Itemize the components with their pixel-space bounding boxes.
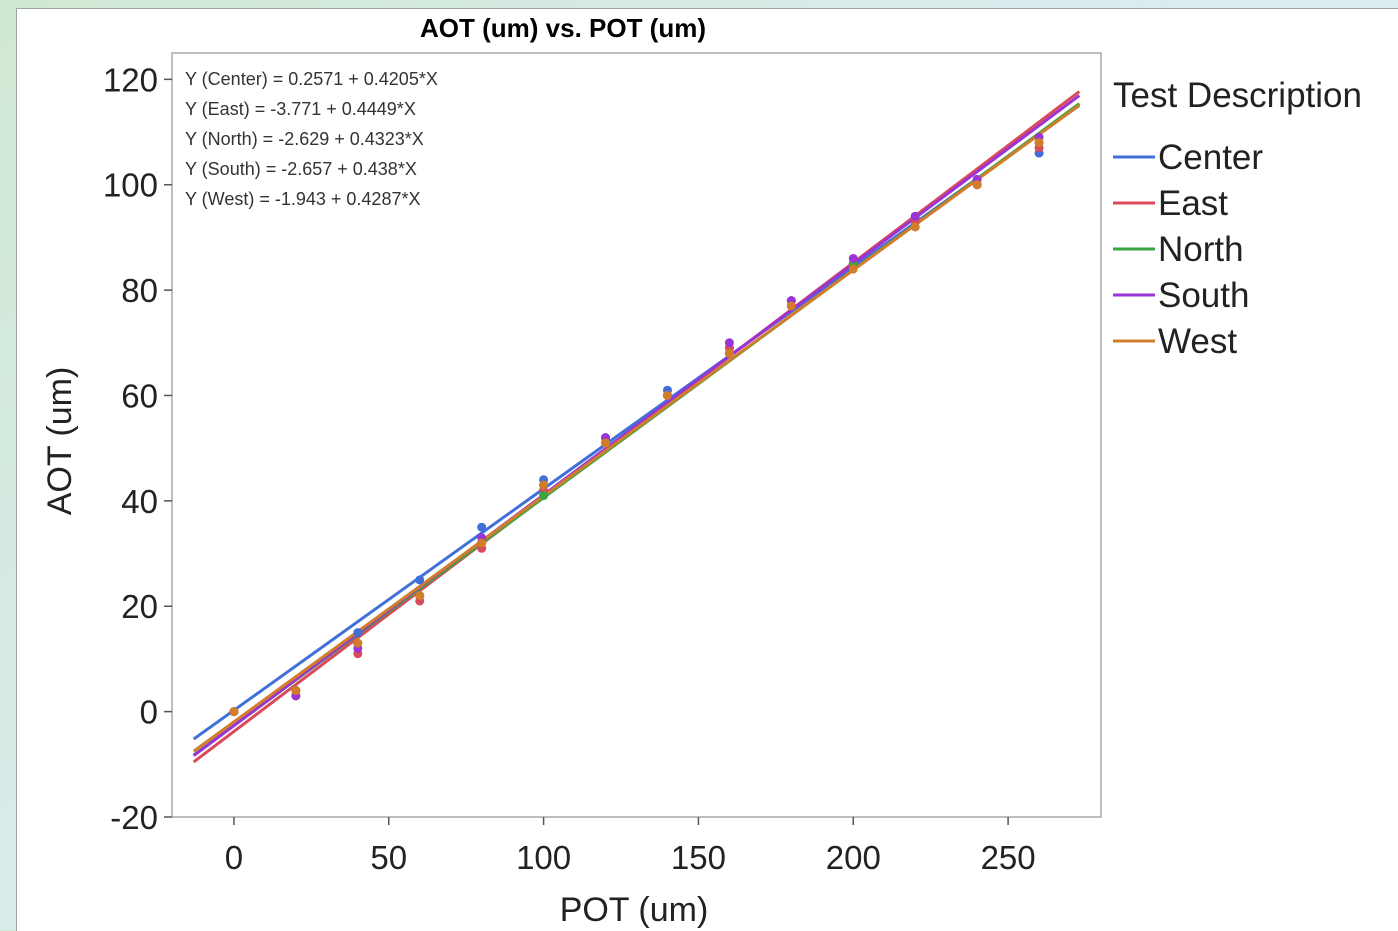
legend-label-east: East (1158, 184, 1228, 223)
data-point-south (724, 338, 734, 348)
fit-line-south (192, 94, 1081, 757)
data-point-west (291, 686, 301, 696)
data-point-south (848, 253, 858, 263)
data-point-west (539, 480, 549, 490)
data-point-center (477, 522, 487, 532)
data-point-west (724, 348, 734, 358)
data-point-west (910, 222, 920, 232)
data-point-west (848, 264, 858, 274)
legend: Test Description Center East North South Wes… (1113, 76, 1362, 361)
data-point-center (353, 628, 363, 638)
x-tick-label: 200 (826, 839, 881, 876)
y-tick-label: 80 (121, 272, 158, 309)
legend-label-south: South (1158, 276, 1249, 315)
x-axis-title: POT (um) (560, 891, 709, 929)
legend-title: Test Description (1113, 76, 1362, 115)
fit-equation: Y (North) = -2.629 + 0.4323*X (185, 129, 424, 149)
legend-label-center: Center (1158, 138, 1263, 177)
x-tick-label: 250 (981, 839, 1036, 876)
data-point-west (415, 591, 425, 601)
y-tick-label: -20 (110, 799, 158, 836)
fit-equation: Y (West) = -1.943 + 0.4287*X (185, 189, 420, 209)
equations-layer: Y (Center) = 0.2571 + 0.4205*X Y (East) =… (185, 69, 438, 209)
y-axis-title: AOT (um) (41, 367, 79, 516)
chart-title: AOT (um) vs. POT (um) (420, 13, 706, 43)
x-tick-label: 150 (671, 839, 726, 876)
fit-lines-layer (192, 90, 1081, 764)
data-point-south (910, 211, 920, 221)
data-point-west (662, 390, 672, 400)
data-point-west (601, 438, 611, 448)
x-tick-label: 0 (225, 839, 243, 876)
y-tick-label: 120 (103, 61, 158, 98)
y-tick-label: 0 (140, 694, 158, 731)
x-tick-label: 100 (516, 839, 571, 876)
fit-equation: Y (East) = -3.771 + 0.4449*X (185, 99, 416, 119)
chart-svg: AOT (um) vs. POT (um) 0 50 100 150 200 250-20… (41, 13, 1362, 929)
data-point-north (539, 491, 549, 501)
fit-equation: Y (South) = -2.657 + 0.438*X (185, 159, 417, 179)
data-point-west (972, 180, 982, 190)
legend-label-west: West (1158, 322, 1237, 361)
axes-layer: 0 50 100 150 200 250 -20 0 20 40 60 80 100 120 (103, 61, 1036, 876)
y-tick-label: 40 (121, 483, 158, 520)
chart-panel: AOT (um) vs. POT (um) 0 50 100 150 200 250 -20… (16, 8, 1398, 931)
points-layer (229, 132, 1044, 717)
y-tick-label: 100 (103, 167, 158, 204)
data-point-center (415, 575, 425, 585)
plot-frame (171, 52, 1102, 818)
y-tick-label: 60 (121, 377, 158, 414)
data-point-west (786, 301, 796, 311)
x-tick-label: 50 (370, 839, 407, 876)
y-tick-label: 20 (121, 588, 158, 625)
legend-label-north: North (1158, 230, 1244, 269)
fit-line-west (192, 103, 1081, 753)
data-point-west (477, 538, 487, 548)
data-point-west (229, 707, 239, 717)
fit-equation: Y (Center) = 0.2571 + 0.4205*X (185, 69, 438, 89)
data-point-west (353, 638, 363, 648)
data-point-west (1034, 138, 1044, 148)
